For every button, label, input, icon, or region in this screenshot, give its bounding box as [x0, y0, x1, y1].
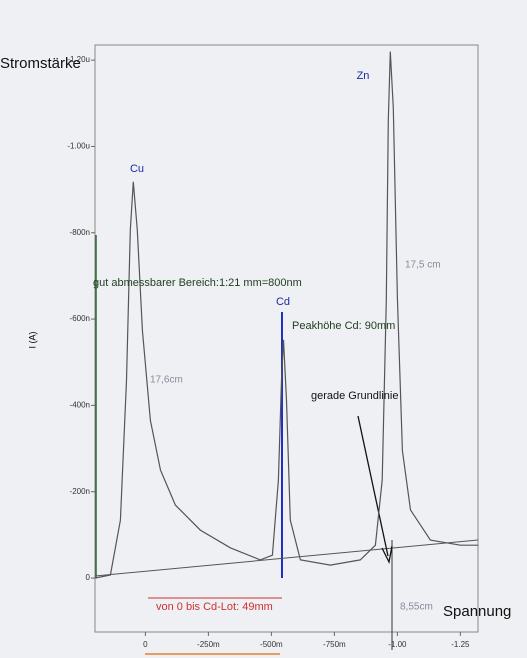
y-tick-label: -200n: [70, 487, 90, 496]
x-tick-label: -1.00: [388, 640, 407, 649]
annotation: 17,5 cm: [405, 260, 441, 271]
y-tick-label: -1.20u: [67, 55, 90, 64]
annotation: Cu: [130, 163, 144, 175]
annotation: Peakhöhe Cd: 90mm: [292, 320, 395, 332]
annotation: Cd: [276, 296, 290, 308]
annotation: Zn: [357, 70, 370, 82]
x-tick-label: -500m: [260, 640, 283, 649]
x-title: Spannung: [443, 603, 511, 620]
annotation: 8,55cm: [400, 602, 433, 613]
annotation: gerade Grundlinie: [311, 390, 398, 402]
annotation: 17,6cm: [150, 375, 183, 386]
y-tick-label: -400n: [70, 401, 90, 410]
baseline: [94, 539, 479, 577]
arrow: [357, 415, 389, 557]
annotation: gut abmessbarer Bereich:1:21 mm=800nm: [93, 277, 302, 289]
plot-frame: [94, 44, 479, 633]
y-axis-label: I (A): [27, 331, 37, 348]
curve: [95, 51, 479, 579]
y-tick-label: -600n: [70, 314, 90, 323]
x-tick-label: -750m: [323, 640, 346, 649]
x-tick-label: 0: [143, 640, 148, 649]
y-tick-label: -1.00u: [67, 142, 90, 151]
y-title: Stromstärke: [0, 55, 81, 72]
annotation: von 0 bis Cd-Lot: 49mm: [156, 601, 273, 613]
x-tick-label: -1.25: [451, 640, 470, 649]
y-tick-label: -800n: [70, 228, 90, 237]
x-tick-label: -250m: [197, 640, 220, 649]
arrow-head: [381, 545, 393, 565]
y-tick-label: 0: [86, 573, 91, 582]
